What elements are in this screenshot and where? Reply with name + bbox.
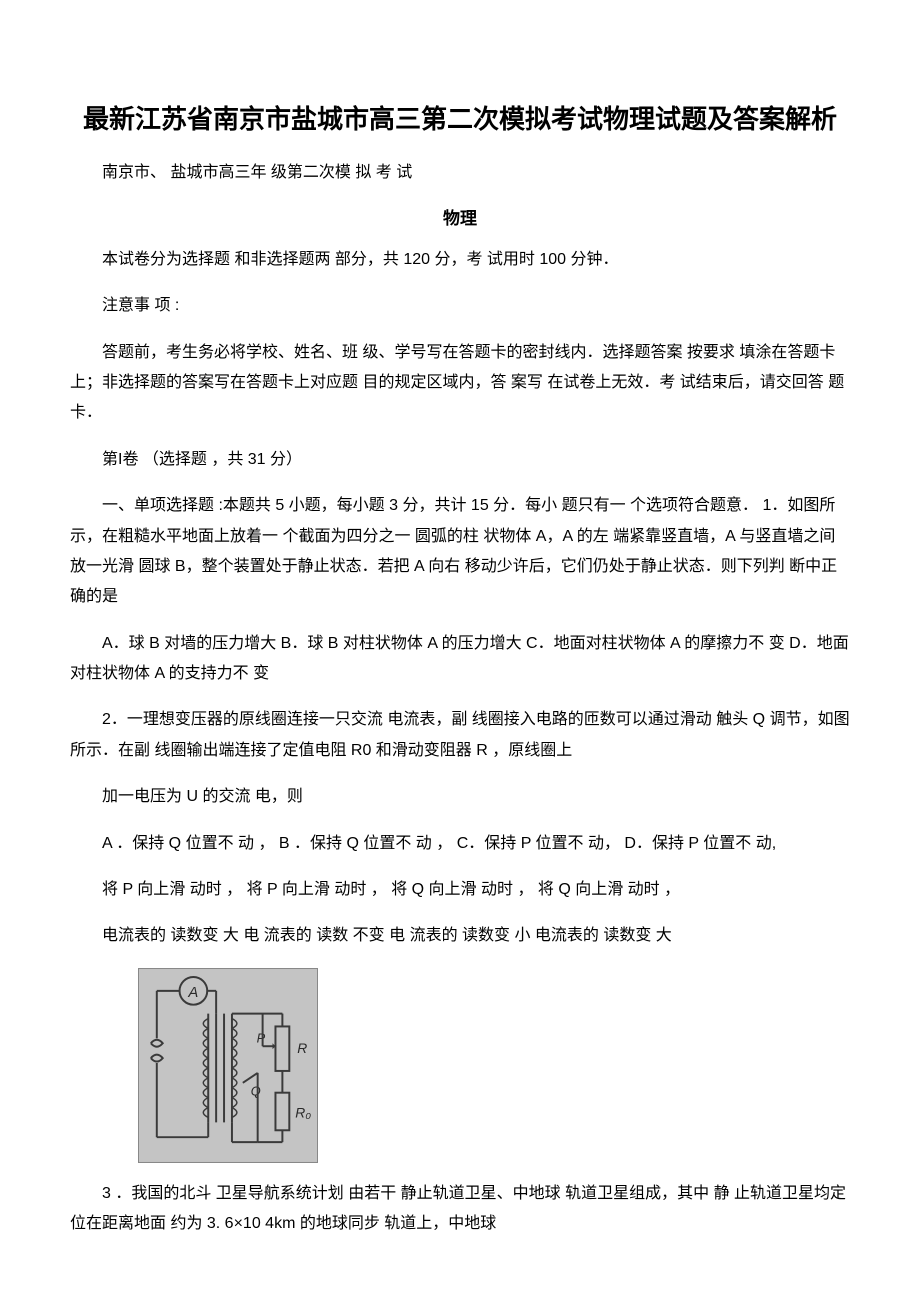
- document-title: 最新江苏省南京市盐城市高三第二次模拟考试物理试题及答案解析: [70, 100, 850, 139]
- r-label: R: [297, 1040, 307, 1056]
- q-label: Q: [251, 1083, 261, 1098]
- notice-text: 答题前，考生务必将学校、姓名、班 级、学号写在答题卡的密封线内．选择题答案 按要…: [70, 338, 850, 429]
- subtitle: 南京市、 盐城市高三年 级第二次模 拟 考 试: [70, 159, 850, 188]
- section1-label: 第I卷 （选择题 ，共 31 分）: [70, 445, 850, 475]
- question2-text2: 加一电压为 U 的交流 电，则: [70, 782, 850, 812]
- question2-options: A ．保持 Q 位置不 动 ， B ．保持 Q 位置不 动 ， C．保持 P 位…: [70, 829, 850, 859]
- question3-text: 3 ．我国的北斗 卫星导航系统计划 由若干 静止轨道卫星、中地球 轨道卫星组成，…: [70, 1179, 850, 1240]
- question1-options: A．球 B 对墙的压力增大 B．球 B 对柱状物体 A 的压力增大 C．地面对柱…: [70, 629, 850, 690]
- ammeter-label: A: [187, 985, 198, 1001]
- circuit-svg: A Q: [139, 969, 317, 1162]
- question2-text: 2．一理想变压器的原线圈连接一只交流 电流表，副 线圈接入电路的匝数可以通过滑动…: [70, 705, 850, 766]
- notice-label: 注意事 项 :: [70, 291, 850, 321]
- question2-line2: 将 P 向上滑 动时 ， 将 P 向上滑 动时 ， 将 Q 向上滑 动时 ， 将…: [70, 875, 850, 905]
- question2-line3: 电流表的 读数变 大 电 流表的 读数 不变 电 流表的 读数变 小 电流表的 …: [70, 921, 850, 951]
- circuit-diagram: A Q: [138, 968, 318, 1163]
- subject-heading: 物理: [70, 204, 850, 229]
- question1-header: 一、单项选择题 :本题共 5 小题，每小题 3 分，共计 15 分．每小 题只有…: [70, 491, 850, 613]
- intro-text: 本试卷分为选择题 和非选择题两 部分，共 120 分，考 试用时 100 分钟．: [70, 245, 850, 275]
- r0-label: R₀: [295, 1104, 311, 1120]
- p-label: P: [257, 1030, 266, 1045]
